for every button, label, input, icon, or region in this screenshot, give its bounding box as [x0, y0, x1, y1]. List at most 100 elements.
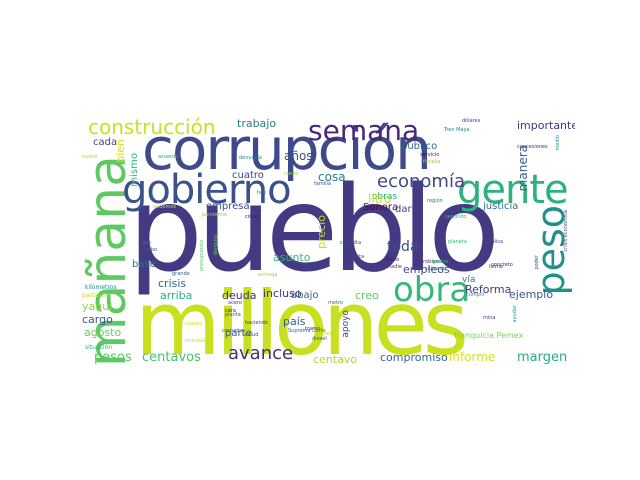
word-mismo: mismo — [129, 153, 140, 187]
word-salud: salud — [245, 332, 259, 338]
word-grande: grande — [172, 271, 190, 277]
word-cloud: pueblo millones corrupción mañana gobier… — [80, 115, 575, 365]
word-cinco: cinco — [245, 214, 259, 220]
word-acero: acero — [228, 300, 242, 306]
word-creo: creo — [355, 289, 379, 302]
word-crisis: crisis — [158, 277, 187, 290]
word-bien: bien — [114, 139, 127, 163]
word-presupuesto: presupuesto — [199, 240, 205, 272]
word-diesel: diesel — [312, 336, 327, 342]
word-problema: problema — [420, 259, 444, 265]
word-semana: semana — [308, 115, 420, 147]
word-kilometros: kilómetros — [85, 284, 117, 291]
word-toda: toda — [387, 239, 419, 255]
word-nadie: nadie — [388, 264, 402, 270]
word-justicia: justicia — [483, 201, 519, 212]
word-ejemplo: ejemplo — [509, 288, 554, 301]
word-tramo: tramo — [305, 326, 321, 332]
word-informe: informe — [449, 350, 496, 364]
word-istmo: Istmo — [489, 264, 503, 270]
word-compromiso: compromiso — [380, 351, 448, 364]
word-reforma: Reforma — [465, 283, 512, 296]
word-pandemia: pandemia — [202, 212, 227, 218]
word-pueblo: pueblo — [128, 160, 500, 298]
word-entrega: entrega — [258, 272, 278, 278]
word-cada: cada — [93, 137, 118, 148]
word-cara: cara — [225, 308, 236, 314]
word-cumplir: cumplir — [466, 292, 485, 298]
word-concesiones: concesiones — [517, 144, 548, 150]
word-poder: poder — [534, 255, 540, 270]
word-construccion: construcción — [88, 115, 216, 139]
word-corrupcion: corrupción — [142, 115, 432, 183]
word-obras: obras — [372, 192, 398, 202]
word-manera: manera — [516, 145, 530, 192]
word-cuanto: cuanto — [185, 321, 203, 327]
word-region: región — [427, 198, 443, 204]
word-diario: diario — [385, 257, 400, 263]
word-deuda: deuda — [222, 289, 257, 302]
word-centavos: centavos — [142, 350, 201, 365]
word-dar: dar — [395, 204, 412, 215]
word-crisis-economica: crisis económica — [563, 210, 569, 252]
word-fiscalia: fiscalía — [423, 159, 441, 165]
word-margen: margen — [517, 350, 568, 365]
word-hoy: hoy — [257, 190, 267, 196]
word-economia: economía — [377, 171, 465, 192]
word-agosto: agosto — [84, 326, 122, 339]
word-cargo: cargo — [82, 313, 113, 326]
word-parte: parte — [225, 328, 252, 339]
word-situacion: situación — [85, 344, 113, 351]
word-acuerdo: acuerdo — [158, 154, 179, 160]
word-gente: gente — [457, 167, 569, 213]
word-pais: país — [283, 315, 306, 328]
word-medio: medio — [555, 135, 561, 151]
word-obra: obra — [393, 270, 471, 310]
word-gas: gas — [142, 240, 151, 246]
word-dolares: dólares — [462, 118, 481, 124]
word-apoyo: apoyo — [341, 310, 351, 338]
word-suprema-corte: Suprema Corte — [288, 328, 326, 334]
word-asunto: asunto — [273, 251, 311, 264]
word-franquicia-pemex: franquicia Pemex — [454, 331, 524, 340]
word-haciendo: haciendo — [245, 320, 268, 326]
word-nuevo: nuevo — [82, 154, 98, 160]
word-segundo: segundo — [445, 214, 467, 220]
word-trabajo: trabajo — [237, 117, 277, 130]
word-cabo: cabo — [145, 247, 158, 253]
word-via: vía — [462, 275, 476, 285]
word-saliendo: saliendo — [425, 266, 446, 272]
word-publico: público — [401, 141, 438, 152]
word-millones: millones — [135, 272, 469, 366]
word-metro: metro — [328, 300, 343, 306]
word-base: base — [132, 259, 156, 270]
word-empresa: empresa — [206, 201, 250, 212]
word-incluso: incluso — [263, 287, 302, 300]
word-corrupto: corrupto — [222, 328, 244, 334]
word-cosa: cosa — [318, 170, 346, 184]
word-cuatro: cuatro — [232, 170, 264, 181]
word-mundial: mundial — [185, 338, 206, 344]
word-derecho: derecho — [213, 235, 219, 256]
word-planeta: planeta — [448, 239, 467, 245]
word-importante: importante — [517, 119, 575, 132]
word-pesos: pesos — [94, 350, 132, 365]
word-gobierno: gobierno — [122, 167, 292, 213]
word-familia: familia — [314, 181, 331, 187]
word-abajo: abajo — [291, 290, 319, 301]
word-empleos: empleos — [403, 263, 450, 276]
word-servicio: servicio — [420, 152, 440, 158]
word-podemos: podemos — [153, 204, 177, 210]
word-consulta: consulta — [340, 240, 362, 246]
word-yaqui: yaqui — [82, 300, 113, 313]
word-centavo: centavo — [313, 353, 358, 365]
word-tren-maya: Tren Maya — [444, 127, 470, 133]
word-cuenta: cuenta — [347, 254, 365, 260]
word-anos: años — [284, 149, 313, 163]
word-precio: precio — [315, 215, 328, 249]
word-gastos: gastos — [432, 259, 449, 265]
word-concreto: concreto — [491, 262, 513, 268]
word-mina: mina — [483, 315, 496, 321]
word-denuncia: denuncia — [239, 155, 262, 161]
word-publica: pública — [485, 239, 504, 245]
